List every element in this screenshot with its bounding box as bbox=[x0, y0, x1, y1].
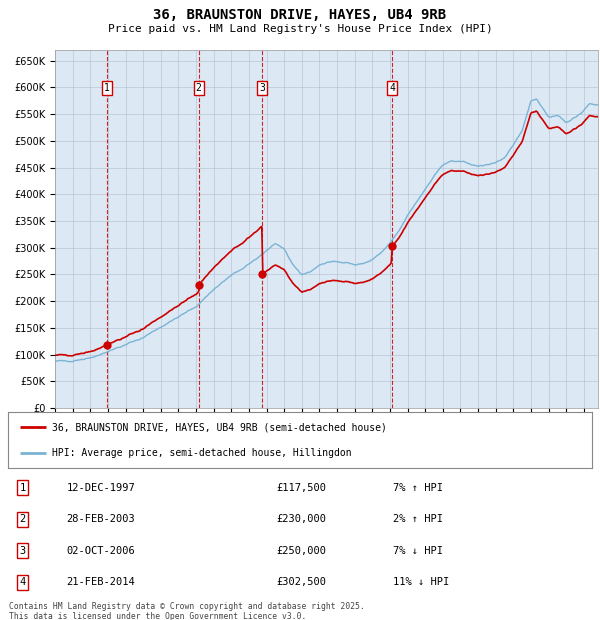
Text: 11% ↓ HPI: 11% ↓ HPI bbox=[394, 577, 449, 587]
Text: Price paid vs. HM Land Registry's House Price Index (HPI): Price paid vs. HM Land Registry's House … bbox=[107, 24, 493, 34]
Text: 4: 4 bbox=[19, 577, 26, 587]
Text: Contains HM Land Registry data © Crown copyright and database right 2025.
This d: Contains HM Land Registry data © Crown c… bbox=[9, 602, 365, 620]
Text: 36, BRAUNSTON DRIVE, HAYES, UB4 9RB (semi-detached house): 36, BRAUNSTON DRIVE, HAYES, UB4 9RB (sem… bbox=[52, 422, 386, 432]
Text: 28-FEB-2003: 28-FEB-2003 bbox=[67, 514, 135, 525]
Text: 3: 3 bbox=[259, 82, 265, 92]
Text: £117,500: £117,500 bbox=[277, 483, 326, 493]
Text: HPI: Average price, semi-detached house, Hillingdon: HPI: Average price, semi-detached house,… bbox=[52, 448, 352, 458]
Text: £250,000: £250,000 bbox=[277, 546, 326, 556]
Text: 7% ↓ HPI: 7% ↓ HPI bbox=[394, 546, 443, 556]
Text: 3: 3 bbox=[19, 546, 26, 556]
Text: 7% ↑ HPI: 7% ↑ HPI bbox=[394, 483, 443, 493]
Text: 2% ↑ HPI: 2% ↑ HPI bbox=[394, 514, 443, 525]
Text: 2: 2 bbox=[196, 82, 202, 92]
Text: 21-FEB-2014: 21-FEB-2014 bbox=[67, 577, 135, 587]
Text: £302,500: £302,500 bbox=[277, 577, 326, 587]
Text: 1: 1 bbox=[104, 82, 110, 92]
Text: 36, BRAUNSTON DRIVE, HAYES, UB4 9RB: 36, BRAUNSTON DRIVE, HAYES, UB4 9RB bbox=[154, 8, 446, 22]
Text: 12-DEC-1997: 12-DEC-1997 bbox=[67, 483, 135, 493]
Text: £230,000: £230,000 bbox=[277, 514, 326, 525]
Text: 4: 4 bbox=[389, 82, 395, 92]
Text: 1: 1 bbox=[19, 483, 26, 493]
Text: 02-OCT-2006: 02-OCT-2006 bbox=[67, 546, 135, 556]
Text: 2: 2 bbox=[19, 514, 26, 525]
